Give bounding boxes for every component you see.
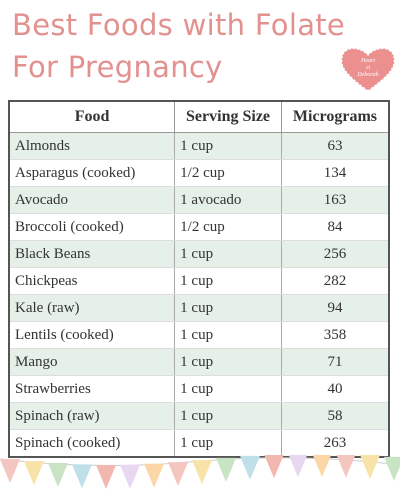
pennant [240, 455, 260, 480]
table-cell: 94 [280, 294, 389, 322]
table-cell: 1 cup [174, 402, 282, 430]
heart [340, 47, 396, 92]
pennant [72, 464, 92, 489]
pennant [120, 464, 140, 489]
pennant [24, 461, 44, 486]
table-cell: 58 [280, 402, 389, 430]
logo-text: Deborah [356, 72, 378, 78]
bunting [0, 455, 400, 489]
table-cell: Avocado [9, 186, 175, 214]
table-cell: Black Beans [9, 240, 175, 268]
table-cell: Spinach (raw) [9, 402, 175, 430]
table-row: Chickpeas 1 cup 282 [9, 267, 389, 295]
table-row: Avocado 1 avocado 163 [9, 186, 389, 214]
pennant [168, 462, 188, 487]
table-cell: 134 [280, 159, 389, 187]
pennant [144, 463, 164, 488]
pennant [336, 455, 356, 478]
folate-table: Food Serving Size Micrograms Almonds 1 cup 6… [8, 100, 390, 458]
pennant [384, 456, 400, 481]
column-header: Serving Size [174, 101, 282, 133]
table-row: Spinach (raw) 1 cup 58 [9, 402, 389, 430]
table-cell: 1 cup [174, 375, 282, 403]
table-cell: 358 [280, 321, 389, 349]
pennant [48, 463, 68, 488]
table-cell: 1 avocado [174, 186, 282, 214]
table-cell: 1 cup [174, 132, 282, 160]
header-row: Food Serving Size Micrograms [9, 101, 389, 133]
column-header: Food [9, 101, 175, 133]
table-cell: 1/2 cup [174, 213, 282, 241]
pennant [0, 459, 20, 483]
table-cell: 1 cup [174, 429, 282, 458]
table-body: Almonds 1 cup 63 Asparagus (cooked) 1/2 cup 1… [9, 132, 389, 458]
table-cell: 1/2 cup [174, 159, 282, 187]
table-cell: Asparagus (cooked) [9, 159, 175, 187]
table-row: Strawberries 1 cup 40 [9, 375, 389, 403]
logo: Heart of Deborah [340, 47, 396, 92]
title: Best Foods with Folate [12, 8, 346, 42]
table-cell: 1 cup [174, 294, 282, 322]
pennant [192, 460, 212, 485]
table-row: Kale (raw) 1 cup 94 [9, 294, 389, 322]
table-cell: Strawberries [9, 375, 175, 403]
table-cell: Mango [9, 348, 175, 376]
pennant [288, 455, 308, 478]
table-cell: Broccoli (cooked) [9, 213, 175, 241]
table-cell: 263 [280, 429, 389, 458]
table-row: Lentils (cooked) 1 cup 358 [9, 321, 389, 349]
table-cell: 63 [280, 132, 389, 160]
table-cell: 1 cup [174, 321, 282, 349]
table-row: Black Beans 1 cup 256 [9, 240, 389, 268]
column-header: Micrograms [280, 101, 389, 133]
table-cell: 40 [280, 375, 389, 403]
table-cell: 282 [280, 267, 389, 295]
pennant [360, 455, 380, 479]
table-cell: Lentils (cooked) [9, 321, 175, 349]
table-cell: Kale (raw) [9, 294, 175, 322]
logo-text: of [366, 66, 371, 71]
pennant [216, 457, 236, 482]
table-row: Broccoli (cooked) 1/2 cup 84 [9, 213, 389, 241]
table-cell: 84 [280, 213, 389, 241]
table-cell: 163 [280, 186, 389, 214]
table-cell: Almonds [9, 132, 175, 160]
table-cell: Spinach (cooked) [9, 429, 175, 458]
table-cell: 256 [280, 240, 389, 268]
table-cell: 1 cup [174, 348, 282, 376]
pennant [264, 455, 284, 479]
table-cell: 71 [280, 348, 389, 376]
table-cell: 1 cup [174, 240, 282, 268]
table-row: Almonds 1 cup 63 [9, 132, 389, 160]
pennant [312, 455, 332, 478]
table-row: Asparagus (cooked) 1/2 cup 134 [9, 159, 389, 187]
logo-text: Heart [360, 58, 375, 64]
pennant [96, 464, 116, 489]
table-cell: Chickpeas [9, 267, 175, 295]
table-cell: 1 cup [174, 267, 282, 295]
table-row: Mango 1 cup 71 [9, 348, 389, 376]
title: For Pregnancy [12, 50, 223, 84]
table-row: Spinach (cooked) 1 cup 263 [9, 429, 389, 458]
